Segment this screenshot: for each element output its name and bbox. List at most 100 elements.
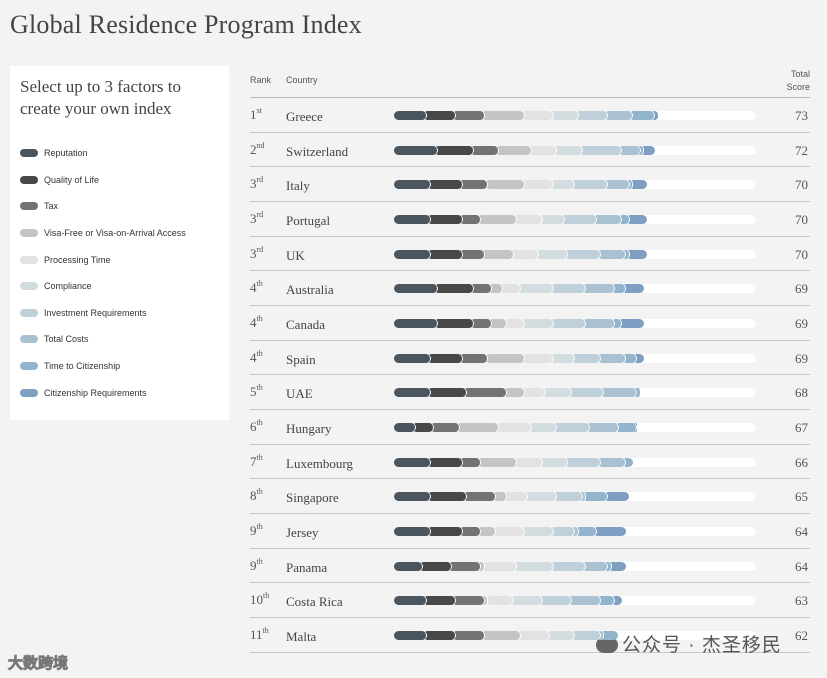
table-row: 4th Australia 69 (250, 271, 810, 306)
wechat-icon (596, 637, 618, 653)
bar-segment-time-to-citizenship (611, 318, 623, 328)
bar-segment-visa-free-or-visa-on-arrival-access (477, 561, 485, 571)
legend-item-processing-time[interactable]: Processing Time (20, 246, 186, 273)
bar-segment-quality-of-life (422, 630, 456, 640)
score-bar-track (394, 249, 756, 259)
legend-item-reputation[interactable]: Reputation (20, 140, 186, 167)
legend-item-investment-requirements[interactable]: Investment Requirements (20, 300, 186, 327)
rank-number: 4 (250, 314, 257, 330)
legend-list: Reputation Quality of Life Tax Visa-Free or… (20, 140, 186, 406)
factor-legend-panel: Select up to 3 factors to create your ow… (10, 66, 229, 420)
table-row: 1st Greece 73 (250, 98, 810, 133)
bar-segment-quality-of-life (412, 422, 435, 432)
rank-suffix: rd (256, 175, 264, 185)
bar-segment-compliance (553, 145, 583, 155)
rank-suffix: th (256, 417, 263, 427)
rank-number: 5 (250, 384, 257, 400)
total-score-value: 69 (795, 350, 808, 366)
bar-segment-quality-of-life (426, 249, 464, 259)
bar-segment-processing-time (502, 492, 529, 502)
legend-item-compliance[interactable]: Compliance (20, 273, 186, 300)
index-chart: 1st Greece 73 2nd Switzerland 72 3rd Italy 70 3rd… (250, 98, 810, 653)
table-row: 6th Hungary 67 (250, 410, 810, 445)
rank-suffix: th (256, 487, 263, 497)
bar-segment-compliance (546, 630, 576, 640)
legend-label: Investment Requirements (44, 307, 147, 318)
bar-segment-processing-time (484, 596, 514, 606)
bar-segment-total-costs (603, 180, 630, 190)
bar-segment-processing-time (520, 388, 547, 398)
rank-label: 3rd (250, 210, 263, 227)
score-bar-track (394, 526, 756, 536)
bar-segment-reputation (394, 422, 417, 432)
rank-number: 2 (250, 141, 257, 157)
total-score-value: 69 (795, 281, 808, 297)
bar-segment-investment-requirements (564, 249, 601, 259)
legend-swatch (20, 308, 38, 317)
bar-segment-quality-of-life (426, 353, 464, 363)
score-bar-track (394, 457, 756, 467)
bar-segment-compliance (549, 111, 579, 120)
total-score-value: 65 (795, 489, 808, 505)
legend-item-visa-free-or-visa-on-arrival-access[interactable]: Visa-Free or Visa-on-Arrival Access (20, 220, 186, 247)
table-row: 2nd Switzerland 72 (250, 133, 810, 168)
bar-segment-processing-time (520, 111, 554, 120)
bar-segment-reputation (394, 111, 427, 120)
score-bar-track (394, 388, 756, 398)
legend-item-tax[interactable]: Tax (20, 193, 186, 220)
legend-item-time-to-citizenship[interactable]: Time to Citizenship (20, 353, 186, 380)
bar-segment-processing-time (513, 214, 543, 224)
column-header-rank: Rank (250, 75, 272, 85)
bar-segment-tax (459, 526, 482, 536)
bar-segment-citizenship-requirements (622, 284, 644, 294)
bar-segment-processing-time (513, 457, 543, 467)
rank-number: 1 (250, 107, 257, 122)
rank-label: 9th (250, 522, 263, 539)
bar-segment-reputation (394, 145, 438, 155)
legend-swatch (20, 229, 38, 238)
score-bar-track (394, 596, 756, 606)
legend-heading: Select up to 3 factors to create your ow… (20, 77, 181, 118)
legend-swatch (20, 335, 38, 344)
bar-segment-visa-free-or-visa-on-arrival-access (480, 630, 522, 640)
total-score-value: 67 (795, 419, 808, 435)
bar-segment-citizenship-requirements (632, 353, 644, 363)
table-row: 3rd Portugal 70 (250, 202, 810, 237)
country-label: Greece (286, 109, 323, 124)
bar-segment-processing-time (495, 422, 532, 432)
bar-segment-citizenship-requirements (625, 249, 648, 259)
bar-segment-quality-of-life (426, 526, 464, 536)
bar-segment-citizenship-requirements (625, 214, 648, 224)
bar-segment-compliance (538, 214, 565, 224)
bar-segment-total-costs (603, 111, 634, 120)
rank-suffix: th (263, 591, 270, 601)
bar-segment-reputation (394, 630, 427, 640)
table-row: 11th Malta 62 (250, 618, 810, 653)
bar-segment-compliance (549, 353, 576, 363)
column-header-total-score: Total Score (770, 68, 810, 94)
rank-number: 9 (250, 557, 257, 573)
bar-segment-reputation (394, 596, 427, 606)
bar-segment-visa-free-or-visa-on-arrival-access (488, 318, 507, 328)
bar-segment-total-costs (596, 353, 627, 363)
rank-suffix: th (262, 625, 269, 635)
bar-segment-citizenship-requirements (607, 561, 626, 571)
table-row: 10th Costa Rica 63 (250, 583, 810, 618)
legend-item-citizenship-requirements[interactable]: Citizenship Requirements (20, 379, 186, 406)
bar-segment-compliance (538, 457, 569, 467)
legend-item-quality-of-life[interactable]: Quality of Life (20, 167, 186, 194)
rank-suffix: th (256, 521, 263, 531)
rank-label: 4th (250, 349, 263, 366)
column-header-country: Country (286, 75, 318, 85)
bar-segment-citizenship-requirements (593, 526, 626, 536)
country-label: UAE (286, 386, 313, 402)
legend-item-total-costs[interactable]: Total Costs (20, 326, 186, 353)
bar-segment-citizenship-requirements (618, 318, 644, 328)
rank-number: 7 (250, 453, 257, 469)
bar-segment-processing-time (527, 145, 558, 155)
bar-segment-reputation (394, 180, 431, 190)
bar-segment-investment-requirements (575, 111, 608, 120)
bar-segment-tax (462, 388, 507, 398)
bar-segment-citizenship-requirements (603, 492, 630, 502)
legend-label: Time to Citizenship (44, 361, 121, 372)
